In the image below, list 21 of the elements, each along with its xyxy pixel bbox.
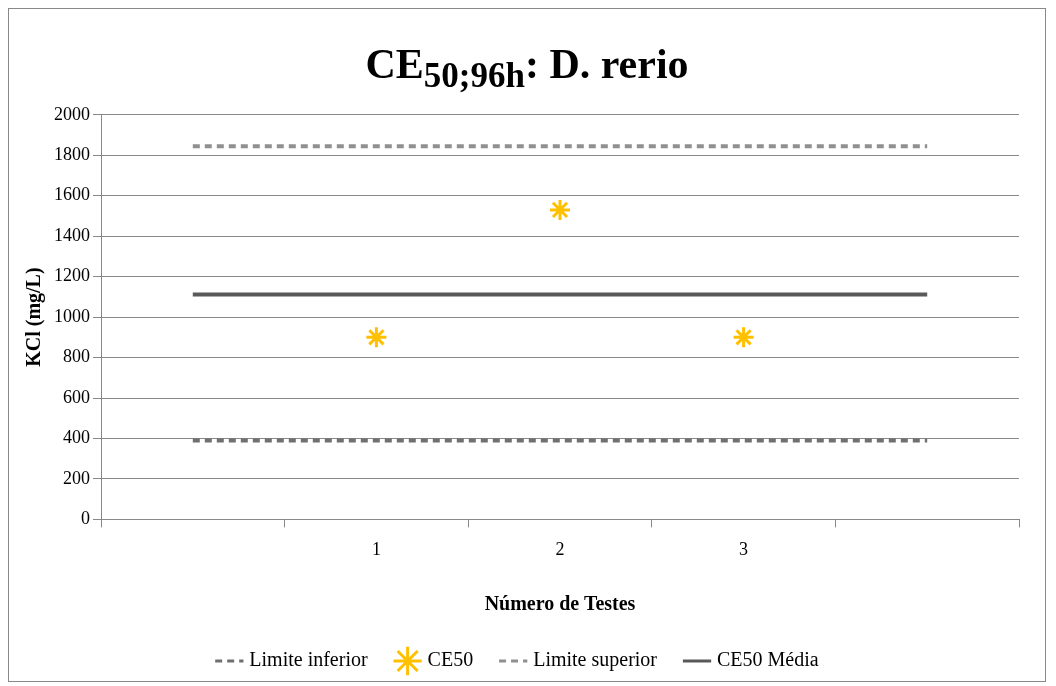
legend-label: CE50 [427, 648, 474, 671]
y-tick-label: 1800 [54, 144, 90, 165]
y-axis-title: KCl (mg/L) [22, 267, 46, 368]
y-tick-label: 800 [63, 346, 90, 367]
legend-label: Limite inferior [249, 648, 368, 671]
y-tick-label: 1000 [54, 306, 90, 327]
y-tick-label: 600 [63, 387, 90, 408]
y-tick-label: 1400 [54, 225, 90, 246]
y-tick-label: 1600 [54, 184, 90, 205]
x-axis-title: Número de Testes [484, 592, 636, 615]
y-tick-label: 2000 [54, 103, 90, 124]
y-tick-label: 400 [63, 427, 90, 448]
y-tick-label: 200 [63, 468, 90, 489]
y-tick-label: 1200 [54, 265, 90, 286]
x-tick-label: 1 [371, 539, 381, 560]
chart-title: CE$_{50;96h}$: D. rerio [364, 40, 690, 98]
x-tick-label: 3 [739, 539, 749, 560]
y-tick-label: 0 [81, 508, 90, 529]
x-tick-label: 2 [555, 539, 565, 560]
legend-label: Limite superior [533, 648, 658, 672]
legend-label: CE50 Média [717, 648, 819, 671]
